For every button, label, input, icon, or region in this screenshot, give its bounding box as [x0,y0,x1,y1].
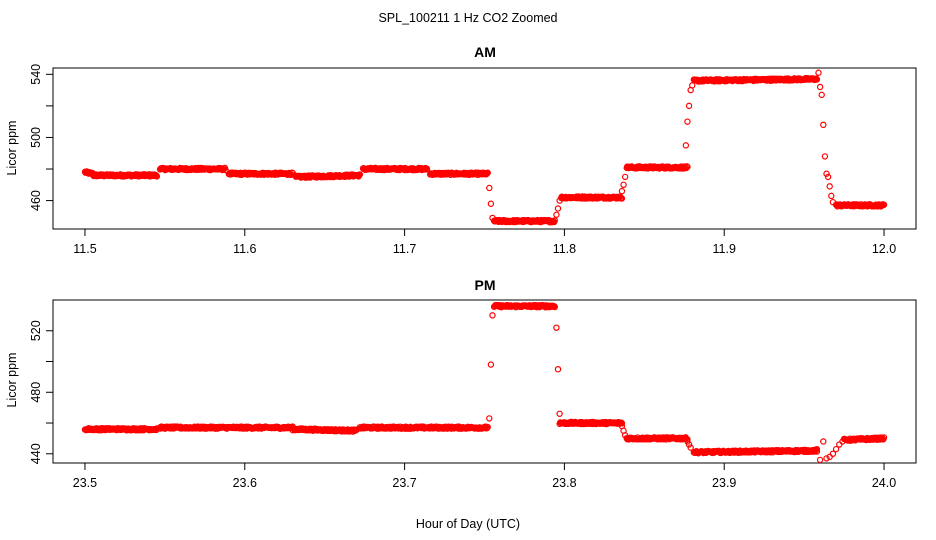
data-point [823,455,830,462]
data-point [153,173,161,180]
data-point [620,181,627,188]
data-point [486,184,493,192]
data-point [682,142,690,149]
data-point [487,361,495,368]
data-point [618,187,626,195]
panel-am-title: AM [474,44,496,60]
data-point [556,197,563,204]
data-point [486,415,493,422]
figure-x-axis-label: Hour of Day (UTC) [416,517,520,531]
panel-0-y-tick-label: 540 [29,64,43,85]
panel-0-x-tick-label: 11.7 [393,242,416,256]
data-point [832,445,840,453]
panel-1-x-tick-label: 23.9 [712,476,736,490]
data-point [880,434,888,441]
data-point [816,83,824,91]
panel-1-data-points [81,301,888,464]
panel-0-data-points [81,69,888,226]
panel-1-y-tick-label: 440 [29,443,43,464]
data-point [687,444,694,451]
data-point [818,91,825,99]
panel-1-x-tick-label: 23.8 [552,476,576,490]
panel-1-y-tick-label: 520 [29,320,43,341]
data-point [556,410,563,417]
data-point [222,166,229,174]
data-point [829,450,837,457]
data-point [836,441,843,448]
data-point [685,441,693,448]
panel-pm-title: PM [475,277,496,293]
data-point [684,438,691,445]
data-point [816,456,824,464]
data-point [824,173,832,181]
data-point [618,420,626,427]
panel-1-x-tick-label: 23.5 [73,476,97,490]
data-point [551,303,559,311]
data-point [484,169,491,176]
data-point [823,170,830,177]
panel-0-x-tick-label: 12.0 [872,242,896,256]
panel-1-y-tick-label: 480 [29,382,43,403]
data-point [621,432,629,439]
data-point [553,211,560,218]
panel-1-x-tick-label: 23.6 [233,476,257,490]
data-point [554,205,562,212]
data-point [689,82,696,89]
data-point [820,438,827,445]
panel-am-y-axis-label: Licor ppm [5,121,19,176]
panel-pm: PM Licor ppm 23.5 23.6 23.7 23.8 23.9 24.0 440… [5,277,917,490]
data-point [685,102,693,110]
data-point [826,183,833,190]
data-point [813,448,821,455]
figure-title: SPL_100211 1 Hz CO2 Zoomed [378,11,557,25]
panel-0-x-tick-label: 11.9 [713,242,736,256]
panel-pm-plot-frame [52,299,917,464]
data-point [484,423,491,431]
data-point [821,153,829,160]
data-point [839,438,846,445]
data-point [554,366,562,373]
data-point [551,217,559,224]
data-point [828,192,835,200]
panel-am: AM Licor ppm 11.5 11.6 11.7 11.8 11.9 12.0 460… [5,44,917,256]
panel-1-x-tick-label: 23.7 [392,476,416,490]
data-point [813,76,821,83]
panel-0-y-tick-label: 500 [29,127,43,148]
data-point [829,198,837,206]
panel-0-x-tick-label: 11.6 [233,242,256,256]
data-point [618,195,626,202]
data-point [553,324,560,331]
data-point [487,200,495,207]
panel-0-x-tick-label: 11.5 [73,242,96,256]
data-point [684,118,691,125]
data-point [880,201,888,208]
data-point [423,165,431,172]
data-point [489,214,496,222]
data-point [621,173,629,181]
data-point [684,163,691,171]
panel-1-x-tick-label: 24.0 [872,476,896,490]
panel-0-y-tick-label: 460 [29,190,43,211]
panel-pm-y-axis-label: Licor ppm [5,353,19,408]
panel-am-plot-frame [52,67,917,230]
data-point [820,121,827,129]
data-point [356,171,364,178]
data-point [489,312,496,319]
data-point [813,445,821,453]
data-point [815,69,822,76]
panel-0-x-tick-label: 11.8 [553,242,576,256]
